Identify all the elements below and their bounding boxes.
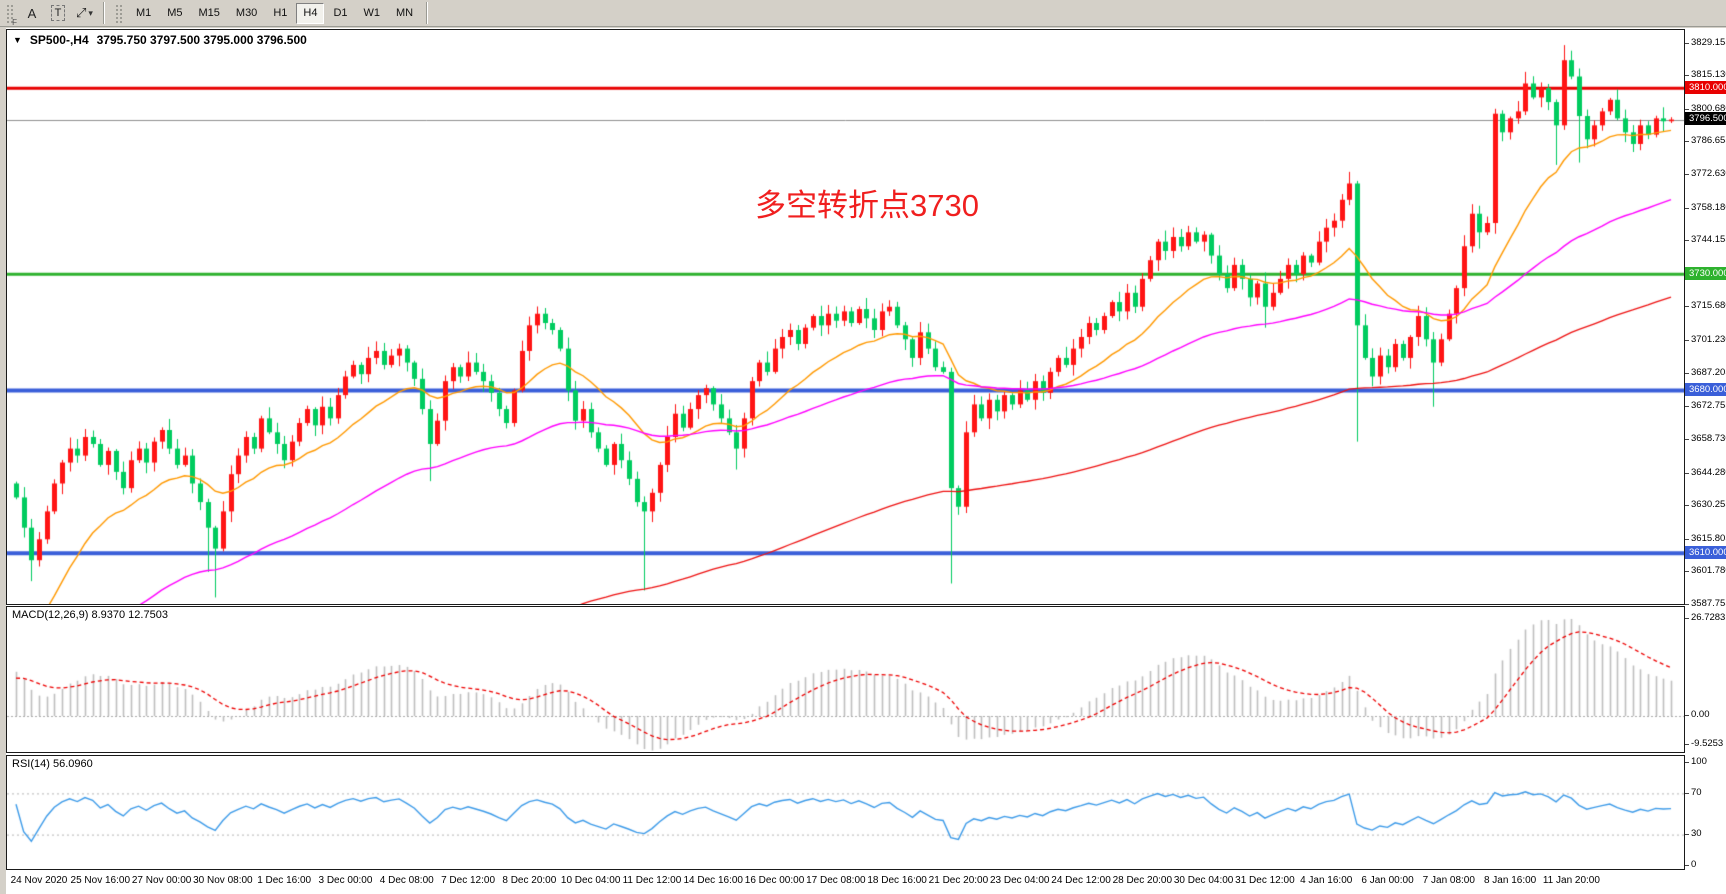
timeframe-toolbar-grip[interactable] bbox=[113, 3, 124, 23]
macd-tick-label: 0.00 bbox=[1685, 709, 1710, 720]
macd-panel: MACD(12,26,9) 8.9370 12.7503 bbox=[6, 606, 1685, 753]
price-tick-label: 3658.730 bbox=[1685, 433, 1726, 445]
price-tick-label: 3644.280 bbox=[1685, 467, 1726, 479]
date-tick-label: 3 Dec 00:00 bbox=[318, 875, 373, 886]
price-tick-label: 3701.230 bbox=[1685, 334, 1726, 346]
date-tick-label: 7 Jan 08:00 bbox=[1422, 875, 1475, 886]
date-tick-label: 6 Jan 00:00 bbox=[1361, 875, 1414, 886]
timeframe-button-d1[interactable]: D1 bbox=[326, 3, 354, 24]
price-level-badge: 3610.000 bbox=[1685, 545, 1726, 559]
price-tick-label: 3815.130 bbox=[1685, 69, 1726, 81]
rsi-label: RSI(14) 56.0960 bbox=[12, 758, 93, 770]
price-chart-panel: ▼ SP500-,H4 3795.750 3797.500 3795.000 3… bbox=[6, 29, 1685, 605]
text-box-tool-button[interactable]: T bbox=[46, 2, 70, 24]
rsi-tick-label: 70 bbox=[1685, 786, 1702, 798]
date-tick-label: 8 Jan 16:00 bbox=[1483, 875, 1537, 886]
arrows-icon: ⤢ bbox=[76, 5, 87, 20]
toolbar: F A T ⤢ ▾ M1 M5 M15 M30 H1 H4 D1 W1 MN bbox=[0, 0, 1726, 27]
date-tick-label: 31 Dec 12:00 bbox=[1235, 875, 1295, 886]
macd-label: MACD(12,26,9) 8.9370 12.7503 bbox=[12, 609, 168, 621]
date-tick-label: 17 Dec 08:00 bbox=[806, 875, 866, 886]
date-tick-label: 30 Nov 08:00 bbox=[193, 875, 253, 886]
symbol-label: SP500-,H4 bbox=[29, 33, 89, 47]
text-label-tool-button[interactable]: A bbox=[20, 2, 44, 24]
price-tick-label: 3786.655 bbox=[1685, 135, 1726, 147]
timeframe-button-h4[interactable]: H4 bbox=[296, 2, 325, 24]
price-level-badge: 3810.000 bbox=[1685, 80, 1726, 94]
price-tick-label: 3587.755 bbox=[1685, 598, 1726, 610]
price-tick-label: 3687.205 bbox=[1685, 367, 1726, 379]
date-tick-label: 27 Nov 00:00 bbox=[131, 875, 192, 886]
rsi-indicator-canvas[interactable] bbox=[7, 756, 1684, 869]
date-tick-label: 28 Dec 20:00 bbox=[1112, 875, 1173, 886]
price-level-badge: 3730.000 bbox=[1685, 266, 1726, 280]
price-level-badge: 3680.000 bbox=[1685, 382, 1726, 396]
toolbar-separator bbox=[102, 2, 105, 24]
price-axis[interactable]: 3829.155 3815.130 3800.680 3786.655 3772.630… bbox=[1684, 28, 1726, 871]
candlestick-chart-canvas[interactable] bbox=[7, 30, 1684, 604]
rsi-tick-label: 100 bbox=[1685, 756, 1707, 767]
timeframe-button-m1[interactable]: M1 bbox=[129, 3, 158, 24]
text-label-icon: A bbox=[27, 5, 37, 21]
chart-text-annotation[interactable]: 多空转折点3730 bbox=[755, 188, 979, 223]
date-tick-label: 11 Dec 12:00 bbox=[622, 875, 682, 886]
price-tick-label: 3744.155 bbox=[1685, 234, 1726, 246]
price-tick-label: 3715.680 bbox=[1685, 300, 1726, 312]
timeframe-button-mn[interactable]: MN bbox=[389, 3, 420, 24]
macd-indicator-canvas[interactable] bbox=[7, 607, 1684, 752]
date-tick-label: 8 Dec 20:00 bbox=[502, 875, 557, 886]
macd-tick-label: -9.5253 bbox=[1684, 738, 1724, 749]
date-tick-label: 25 Nov 16:00 bbox=[70, 875, 131, 886]
toolbar-grip[interactable]: F bbox=[5, 3, 17, 27]
timeframe-button-h1[interactable]: H1 bbox=[266, 3, 294, 24]
date-tick-label: 1 Dec 16:00 bbox=[257, 875, 312, 886]
date-tick-label: 16 Dec 00:00 bbox=[744, 875, 805, 886]
quote-ohlc-values: 3795.750 3797.500 3795.000 3796.500 bbox=[96, 33, 307, 47]
price-tick-label: 3829.155 bbox=[1685, 37, 1726, 49]
toolbar-grip-label: F bbox=[12, 18, 17, 27]
timeframe-button-m5[interactable]: M5 bbox=[160, 3, 189, 24]
rsi-tick-label: 0 bbox=[1684, 859, 1697, 870]
date-tick-label: 7 Dec 12:00 bbox=[441, 875, 496, 886]
arrow-objects-button[interactable]: ⤢ ▾ bbox=[72, 2, 97, 24]
price-tick-label: 3800.680 bbox=[1685, 103, 1726, 115]
date-tick-label: 30 Dec 04:00 bbox=[1173, 875, 1234, 886]
price-level-badge: 3796.500 bbox=[1685, 112, 1726, 126]
price-tick-label: 3601.780 bbox=[1685, 565, 1726, 577]
price-tick-label: 3615.805 bbox=[1685, 533, 1726, 545]
price-tick-label: 3758.180 bbox=[1685, 202, 1726, 214]
timeframe-button-m15[interactable]: M15 bbox=[192, 3, 227, 24]
date-tick-label: 4 Jan 16:00 bbox=[1300, 875, 1353, 886]
quote-line: ▼ SP500-,H4 3795.750 3797.500 3795.000 3… bbox=[13, 33, 307, 47]
date-tick-label: 18 Dec 16:00 bbox=[867, 875, 927, 886]
timeframe-button-m30[interactable]: M30 bbox=[229, 3, 264, 24]
timeframe-button-group: M1 M5 M15 M30 H1 H4 D1 W1 MN bbox=[129, 2, 420, 24]
price-tick-label: 3672.755 bbox=[1685, 400, 1726, 412]
toolbar-separator bbox=[426, 2, 429, 24]
chevron-down-icon: ▾ bbox=[88, 7, 93, 18]
date-tick-label: 21 Dec 20:00 bbox=[928, 875, 989, 886]
timeframe-button-w1[interactable]: W1 bbox=[357, 3, 388, 24]
symbol-dropdown-icon[interactable]: ▼ bbox=[13, 35, 22, 45]
price-tick-label: 3772.630 bbox=[1685, 168, 1726, 180]
date-axis[interactable]: 24 Nov 2020 25 Nov 16:00 27 Nov 00:00 30 No… bbox=[6, 871, 1726, 894]
date-tick-label: 11 Jan 20:00 bbox=[1542, 875, 1600, 886]
date-tick-label: 14 Dec 16:00 bbox=[683, 875, 743, 886]
chart-window: ▼ SP500-,H4 3795.750 3797.500 3795.000 3… bbox=[6, 28, 1726, 894]
date-tick-label: 24 Nov 2020 bbox=[10, 875, 68, 886]
price-tick-label: 3630.255 bbox=[1685, 499, 1726, 511]
date-tick-label: 10 Dec 04:00 bbox=[560, 875, 621, 886]
text-box-icon: T bbox=[50, 5, 66, 21]
macd-tick-label: 26.7283 bbox=[1684, 612, 1726, 623]
rsi-panel: RSI(14) 56.0960 bbox=[6, 755, 1685, 870]
rsi-tick-label: 30 bbox=[1685, 828, 1702, 840]
date-tick-label: 24 Dec 12:00 bbox=[1051, 875, 1111, 886]
date-tick-label: 4 Dec 08:00 bbox=[379, 875, 434, 886]
date-tick-label: 23 Dec 04:00 bbox=[989, 875, 1050, 886]
